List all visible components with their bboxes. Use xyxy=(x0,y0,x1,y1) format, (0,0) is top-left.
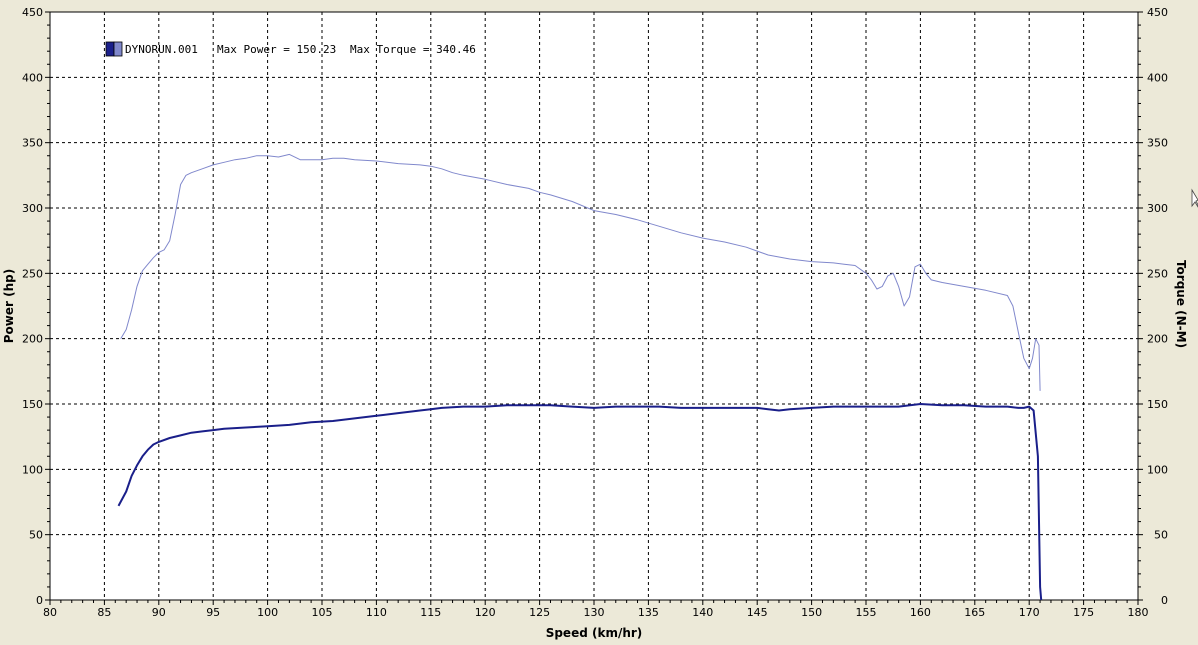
y-tick-label: 150 xyxy=(22,398,43,411)
cursor-arrow-icon xyxy=(1191,188,1198,208)
x-tick-label: 160 xyxy=(910,606,931,619)
legend-max-torque: Max Torque = 340.46 xyxy=(350,43,476,56)
x-tick-label: 80 xyxy=(43,606,57,619)
y2-tick-label: 200 xyxy=(1147,333,1168,346)
x-tick-label: 115 xyxy=(420,606,441,619)
series-lines xyxy=(117,153,1043,601)
x-tick-label: 110 xyxy=(366,606,387,619)
y-tick-label: 200 xyxy=(22,333,43,346)
tick-labels: 80 85 90 95 100 105 110 115 120 125 130 135 140 145 15… xyxy=(22,6,1168,619)
legend-swatch-torque xyxy=(113,41,123,57)
y2-tick-label: 250 xyxy=(1147,267,1168,280)
y-tick-label: 350 xyxy=(22,137,43,150)
power-series-line xyxy=(117,403,1043,601)
grid-lines xyxy=(50,12,1138,600)
x-tick-label: 130 xyxy=(584,606,605,619)
y-tick-label: 100 xyxy=(22,463,43,476)
y-tick-label: 450 xyxy=(22,6,43,19)
x-axis-title: Speed (km/hr) xyxy=(546,626,643,640)
x-tick-label: 135 xyxy=(638,606,659,619)
x-tick-label: 120 xyxy=(475,606,496,619)
legend-run-name: DYNORUN.001 xyxy=(125,43,198,56)
y2-tick-label: 150 xyxy=(1147,398,1168,411)
x-tick-label: 100 xyxy=(257,606,278,619)
y-tick-label: 50 xyxy=(29,529,43,542)
y2-tick-label: 400 xyxy=(1147,71,1168,84)
x-tick-label: 180 xyxy=(1128,606,1149,619)
x-tick-label: 85 xyxy=(97,606,111,619)
x-tick-label: 155 xyxy=(856,606,877,619)
x-tick-label: 95 xyxy=(206,606,220,619)
y2-tick-label: 50 xyxy=(1154,529,1168,542)
legend-max-power: Max Power = 150.23 xyxy=(217,43,336,56)
y2-tick-label: 100 xyxy=(1147,463,1168,476)
x-tick-label: 125 xyxy=(529,606,550,619)
y-tick-label: 400 xyxy=(22,71,43,84)
x-tick-label: 175 xyxy=(1073,606,1094,619)
x-tick-label: 165 xyxy=(964,606,985,619)
torque-series-line xyxy=(120,153,1041,391)
tick-marks xyxy=(45,11,1143,605)
y2-tick-label: 350 xyxy=(1147,137,1168,150)
y-tick-label: 0 xyxy=(36,594,43,607)
legend: DYNORUN.001 Max Power = 150.23 Max Torqu… xyxy=(105,41,476,57)
x-tick-label: 140 xyxy=(692,606,713,619)
y2-tick-label: 450 xyxy=(1147,6,1168,19)
y-tick-label: 300 xyxy=(22,202,43,215)
y2-tick-label: 300 xyxy=(1147,202,1168,215)
x-tick-label: 145 xyxy=(747,606,768,619)
y2-axis-title: Torque (N-M) xyxy=(1174,260,1188,348)
x-tick-label: 150 xyxy=(801,606,822,619)
y-axis-title: Power (hp) xyxy=(2,269,16,343)
x-tick-label: 90 xyxy=(152,606,166,619)
x-tick-label: 170 xyxy=(1019,606,1040,619)
y-tick-label: 250 xyxy=(22,267,43,280)
legend-swatch xyxy=(105,41,115,57)
x-tick-label: 105 xyxy=(312,606,333,619)
y2-tick-label: 0 xyxy=(1161,594,1168,607)
